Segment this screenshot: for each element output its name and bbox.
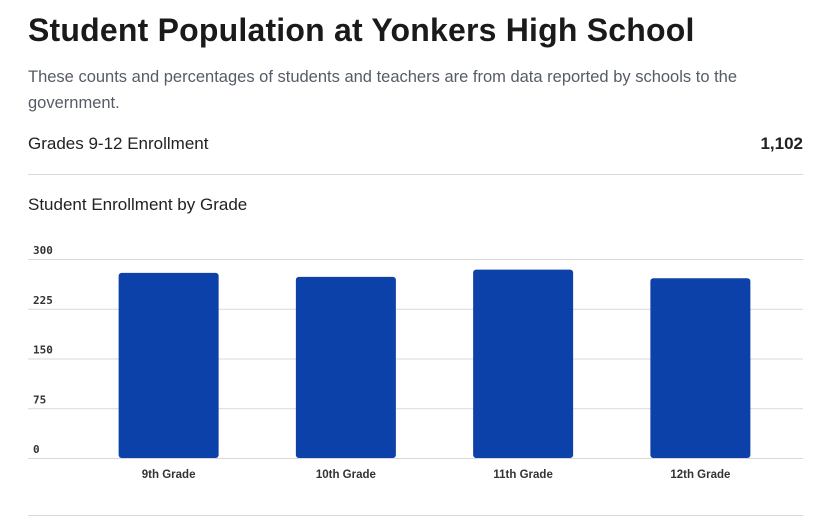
y-tick-label-225: 225 — [33, 294, 53, 307]
bar-10th-grade — [295, 276, 396, 458]
enrollment-value: 1,102 — [760, 134, 803, 153]
x-tick-label-11th-grade: 11th Grade — [493, 469, 552, 481]
enrollment-bar-chart: 0 75 150 225 300 9th Grade 10th Grade 11th Grad… — [28, 244, 803, 481]
bar-11th-grade — [473, 269, 574, 458]
enrollment-label: Grades 9-12 Enrollment — [28, 134, 209, 153]
divider-bottom — [28, 515, 803, 516]
y-tick-label-75: 75 — [33, 393, 46, 406]
y-tick-label-0: 0 — [33, 443, 40, 456]
chart-heading: Student Enrollment by Grade — [28, 195, 248, 214]
page-title: Student Population at Yonkers High Schoo… — [28, 12, 695, 48]
y-tick-label-150: 150 — [33, 344, 53, 357]
x-tick-label-12th-grade: 12th Grade — [670, 469, 730, 481]
bar-12th-grade — [650, 278, 751, 458]
divider-top — [28, 174, 803, 175]
page-subtitle: These counts and percentages of students… — [28, 68, 738, 112]
x-tick-label-10th-grade: 10th Grade — [316, 469, 376, 481]
bar-9th-grade — [118, 272, 219, 458]
x-tick-label-9th-grade: 9th Grade — [142, 469, 196, 481]
y-tick-label-300: 300 — [33, 244, 53, 257]
enrollment-row: Grades 9-12 Enrollment 1,102 — [28, 134, 803, 156]
